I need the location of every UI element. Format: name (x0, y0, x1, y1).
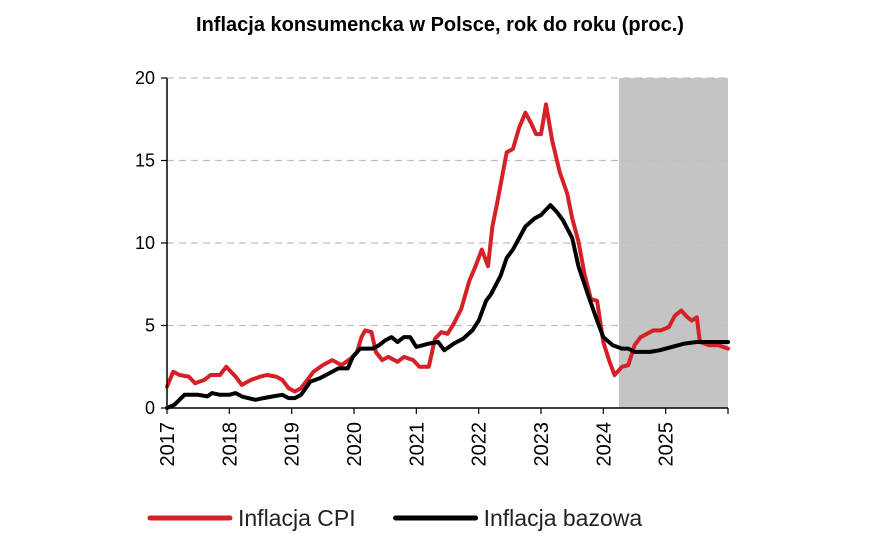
y-tick-label: 0 (145, 398, 155, 418)
y-tick-label: 20 (135, 68, 155, 88)
x-tick-label: 2021 (406, 422, 428, 467)
x-tick-label: 2019 (282, 422, 304, 467)
x-tick-label: 2023 (531, 422, 553, 467)
series-line-core (165, 203, 730, 410)
x-tick-label: 2017 (157, 422, 179, 467)
legend-label-core: Inflacja bazowa (484, 505, 643, 531)
y-tick-label: 10 (135, 233, 155, 253)
x-tick-label: 2022 (469, 422, 491, 467)
chart-title: Inflacja konsumencka w Polsce, rok do ro… (196, 14, 684, 36)
x-tick-label: 2018 (219, 422, 241, 467)
y-tick-label: 5 (145, 316, 155, 336)
x-tick-label: 2020 (344, 422, 366, 467)
series-line-cpi (165, 102, 730, 394)
legend-label-cpi: Inflacja CPI (238, 505, 356, 531)
x-tick-label: 2025 (656, 422, 678, 467)
y-tick-label: 15 (135, 151, 155, 171)
x-tick-label: 2024 (593, 422, 615, 467)
